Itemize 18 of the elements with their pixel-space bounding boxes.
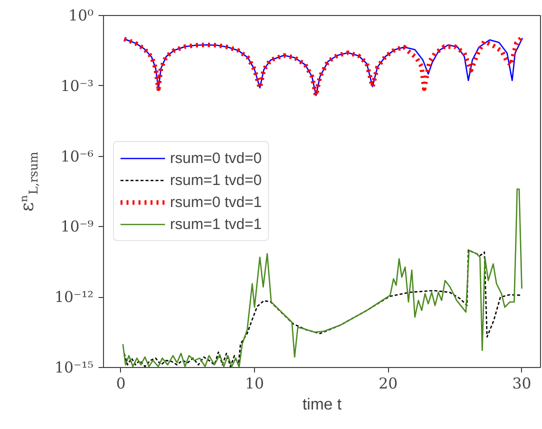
y-axis-title: εⁿL,rsum — [17, 151, 40, 212]
x-tick-label: 10 — [244, 374, 264, 392]
y-tick-label: 10⁻¹² — [54, 288, 94, 306]
y-tick-label: 10⁻¹⁵ — [54, 358, 94, 376]
x-tick-label: 30 — [512, 374, 532, 392]
y-tick-label: 10⁰ — [68, 6, 94, 24]
legend-label: rsum=1 tvd=0 — [170, 172, 262, 188]
legend-label: rsum=0 tvd=0 — [170, 150, 262, 166]
legend-label: rsum=0 tvd=1 — [170, 194, 262, 210]
x-tick-label: 0 — [116, 374, 126, 392]
line-series — [122, 188, 522, 368]
line-series — [124, 250, 522, 368]
y-tick-label: 10⁻³ — [60, 76, 94, 95]
legend-label: rsum=1 tvd=1 — [170, 216, 262, 232]
y-tick-label: 10⁻⁹ — [60, 218, 94, 236]
y-tick-label: 10⁻⁶ — [60, 147, 94, 166]
x-axis-title: time t — [302, 396, 342, 414]
x-tick-label: 20 — [378, 374, 398, 392]
